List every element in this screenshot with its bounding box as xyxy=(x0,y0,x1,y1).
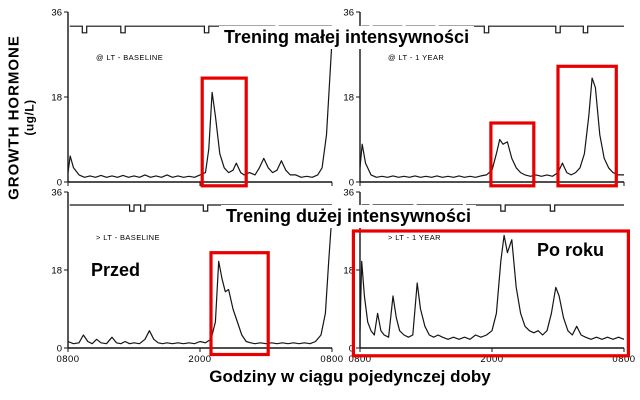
y-tick-label: 0 xyxy=(57,178,62,189)
panel-label: @ LT - 1 YEAR xyxy=(388,53,444,62)
y-tick-label: 36 xyxy=(343,8,354,19)
y-tick-label: 36 xyxy=(51,8,62,19)
label-before: Przed xyxy=(86,259,146,282)
highlight-box xyxy=(556,64,618,188)
event-marker-line xyxy=(69,204,332,212)
x-tick-label: 0800 xyxy=(348,354,371,365)
x-tick-label: 0800 xyxy=(56,354,79,365)
y-axis-label: GROWTH HORMONE (ug/L) xyxy=(6,0,37,236)
panel-label: > LT - 1 YEAR xyxy=(388,233,441,242)
highlight-box xyxy=(351,229,631,358)
x-tick-label: 0800 xyxy=(320,354,343,365)
highlight-box xyxy=(209,251,270,357)
y-tick-label: 18 xyxy=(343,266,354,277)
label-after-year: Po roku xyxy=(532,239,610,262)
y-tick-label: 0 xyxy=(349,178,354,189)
y-tick-label: 18 xyxy=(51,266,62,277)
x-tick-label: 0800 xyxy=(612,354,635,365)
y-tick-label: 36 xyxy=(51,188,62,199)
highlight-box xyxy=(200,76,248,188)
y-tick-label: 0 xyxy=(57,344,62,355)
y-axis-units: (ug/L) xyxy=(22,99,37,136)
title-low-intensity-training: Trening małej intensywności xyxy=(219,26,475,49)
x-axis-title: Godziny w ciągu pojedynczej doby xyxy=(209,367,491,386)
y-tick-label: 18 xyxy=(343,93,354,104)
gh-series xyxy=(67,213,333,345)
x-tick-label: 2000 xyxy=(480,354,503,365)
x-tick-label: 2000 xyxy=(188,354,211,365)
highlight-box xyxy=(489,121,536,188)
panel-label: > LT - BASELINE xyxy=(96,233,160,242)
title-high-intensity-training: Trening dużej intensywności xyxy=(221,205,477,228)
y-tick-label: 0 xyxy=(349,344,354,355)
gh-series xyxy=(359,77,624,178)
y-tick-label: 36 xyxy=(343,188,354,199)
gh-series xyxy=(359,234,625,340)
y-axis-label-text: GROWTH HORMONE xyxy=(5,35,23,200)
y-tick-label: 18 xyxy=(51,93,62,104)
panel-label: @ LT - BASELINE xyxy=(96,53,163,62)
gh-series xyxy=(67,40,333,178)
